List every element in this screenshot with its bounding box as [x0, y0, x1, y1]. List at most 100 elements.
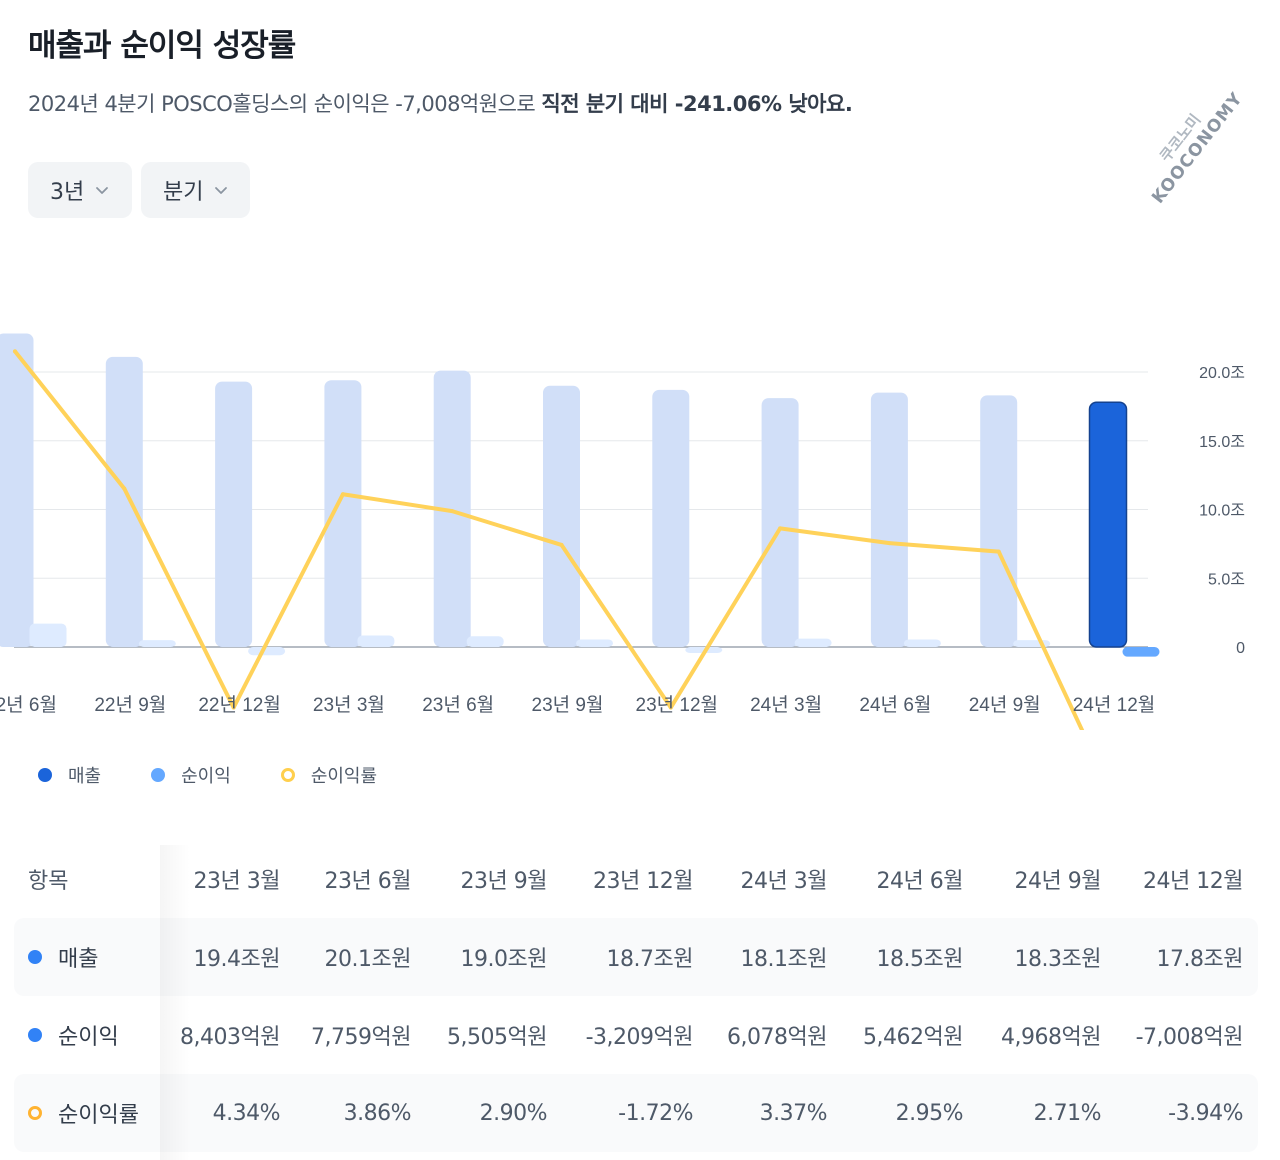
table-column-header: 24년 3월: [740, 869, 828, 894]
unit-dropdown[interactable]: 분기: [141, 162, 250, 218]
revenue-bar: [980, 395, 1018, 647]
legend-item-net-margin[interactable]: 순이익률: [280, 762, 378, 788]
net-income-bar: [29, 623, 67, 647]
page-title: 매출과 순이익 성장률: [28, 28, 296, 64]
net-margin-point: [450, 509, 455, 514]
table-header-label: 항목: [28, 869, 69, 894]
revenue-bar: [433, 370, 471, 647]
table-cell: 4.34%: [212, 1100, 281, 1126]
table-column-header: 24년 9월: [1014, 869, 1102, 894]
table-row-net-income: 순이익 8,403억원 7,759억원 5,505억원 -3,209억원 6,0…: [14, 996, 1258, 1074]
table-cell: 4,968억원: [1001, 1025, 1101, 1050]
unit-dropdown-label: 분기: [163, 180, 204, 205]
net-income-bar: [576, 639, 613, 647]
financial-table: 항목 23년 3월 23년 6월 23년 9월 23년 12월 24년 3월 2…: [14, 840, 1258, 1152]
row-marker: [28, 1028, 42, 1042]
revenue-bar: [105, 356, 143, 647]
x-tick-label: 24년 6월: [859, 694, 931, 716]
table-row-revenue: 매출 19.4조원 20.1조원 19.0조원 18.7조원 18.1조원 18…: [14, 918, 1258, 996]
net-margin-point: [559, 542, 564, 547]
table-row-label: 순이익: [14, 1019, 160, 1051]
row-marker: [28, 1106, 42, 1120]
legend-label-revenue: 매출: [68, 766, 102, 787]
period-dropdown-label: 3년: [50, 180, 85, 205]
y-tick-label: 20.0조: [1199, 365, 1245, 382]
legend-label-net-margin: 순이익률: [310, 766, 378, 787]
net-income-bar: [138, 640, 176, 647]
x-tick-label: 23년 3월: [313, 694, 385, 716]
table-cell: 19.4조원: [193, 947, 281, 972]
net-margin-point: [668, 705, 673, 710]
net-income-bar: [903, 639, 941, 647]
net-margin-point: [340, 492, 345, 497]
table-column-header: 23년 6월: [324, 869, 412, 894]
table-cell: 18.1조원: [740, 947, 828, 972]
table-cell: 7,759억원: [311, 1025, 411, 1050]
table-row-net-margin: 순이익률 4.34% 3.86% 2.90% -1.72% 3.37% 2.95…: [14, 1074, 1258, 1152]
revenue-bar: [652, 389, 690, 647]
x-tick-label: 24년 3월: [750, 694, 822, 716]
row-label-text: 순이익: [58, 1025, 119, 1050]
table-row-label: 매출: [14, 941, 160, 973]
net-income-bar: [466, 636, 504, 647]
revenue-bar: [215, 381, 253, 647]
chart-axis-labels: 0 5.0조 10.0조 15.0조 20.0조 22년 6월 22년 9월 22년 12월 2…: [0, 365, 1245, 716]
revenue-bar: [870, 392, 908, 647]
table-column-header: 23년 12월: [593, 869, 693, 894]
table-cell: 2.71%: [1033, 1100, 1102, 1126]
legend-marker-net-income: [151, 768, 166, 782]
net-margin-point: [122, 486, 127, 491]
net-margin-point: [996, 549, 1001, 554]
table-cell: 5,505억원: [447, 1025, 547, 1050]
x-tick-label: 24년 12월: [1073, 694, 1156, 716]
net-income-bar: [794, 638, 832, 647]
table-cell: -3,209억원: [585, 1025, 694, 1050]
table-cell: 18.5조원: [876, 947, 964, 972]
revenue-bar: [324, 380, 362, 647]
x-tick-label: 22년 12월: [198, 694, 281, 716]
net-income-bar: [1122, 647, 1160, 657]
revenue-bar: [0, 333, 34, 647]
summary-highlight: 직전 분기 대비 -241.06% 낮아요.: [541, 92, 853, 116]
table-cell: 2.90%: [479, 1100, 548, 1126]
table-cell: 20.1조원: [324, 947, 412, 972]
legend-marker-revenue: [38, 768, 52, 782]
row-label-text: 매출: [58, 947, 99, 972]
y-tick-label: 15.0조: [1199, 434, 1245, 451]
legend-item-net-income[interactable]: 순이익: [151, 762, 231, 788]
chart-bars: [0, 333, 1160, 657]
net-income-bar: [357, 635, 395, 647]
table-cell: 5,462억원: [863, 1025, 963, 1050]
chart-legend: 매출 순이익 순이익률: [38, 762, 427, 788]
row-label-text: 순이익률: [58, 1103, 139, 1128]
table-column-header: 24년 12월: [1143, 869, 1243, 894]
table-cell: 18.3조원: [1014, 947, 1102, 972]
summary-text: 2024년 4분기 POSCO홀딩스의 순이익은 -7,008억원으로 직전 분…: [28, 88, 853, 118]
net-margin-point: [887, 541, 892, 546]
net-margin-point: [13, 349, 17, 354]
y-tick-label: 0: [1236, 640, 1245, 657]
period-dropdown[interactable]: 3년: [28, 162, 132, 218]
legend-marker-net-margin: [280, 768, 295, 782]
net-margin-point: [231, 705, 236, 710]
x-tick-label: 22년 9월: [94, 694, 166, 716]
x-tick-label: 22년 6월: [0, 694, 57, 716]
table-cell: 6,078억원: [727, 1025, 827, 1050]
table-column-header: 24년 6월: [876, 869, 964, 894]
table-column-header: 23년 9월: [460, 869, 548, 894]
net-income-bar: [248, 647, 286, 656]
table-cell: 2.95%: [895, 1100, 964, 1126]
y-tick-label: 5.0조: [1208, 571, 1245, 588]
chart-margin-line: [13, 349, 1085, 730]
net-margin-point: [778, 526, 783, 531]
table-column-header: 23년 3월: [193, 869, 281, 894]
table-cell: 18.7조원: [606, 947, 694, 972]
chevron-down-icon: [215, 187, 228, 194]
table-header-row: 항목 23년 3월 23년 6월 23년 9월 23년 12월 24년 3월 2…: [14, 840, 1258, 918]
revenue-bar: [761, 398, 799, 647]
x-tick-label: 23년 6월: [422, 694, 494, 716]
chevron-down-icon: [96, 187, 109, 194]
legend-item-revenue[interactable]: 매출: [38, 762, 101, 788]
x-tick-label: 24년 9월: [969, 694, 1041, 716]
table-cell: 8,403억원: [180, 1025, 280, 1050]
